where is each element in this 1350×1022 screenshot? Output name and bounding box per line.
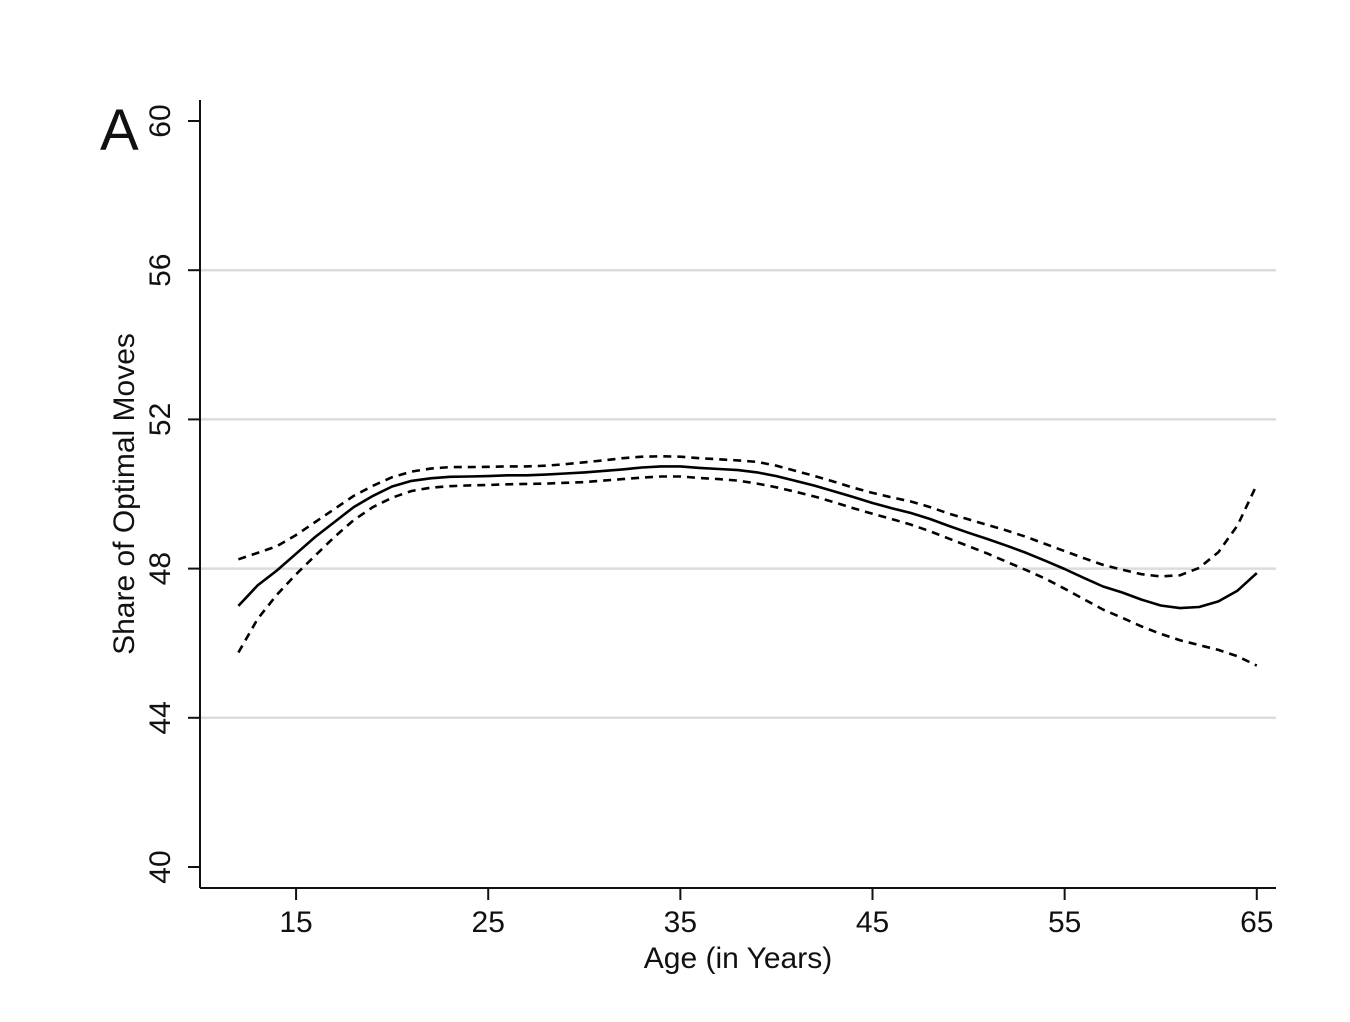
series-lines [237, 454, 1258, 667]
gridlines [200, 268, 1276, 720]
panel-label: A [100, 98, 139, 163]
y-tick-label: 60 [144, 104, 177, 137]
x-axis-title: Age (in Years) [644, 942, 832, 975]
estimate-line [237, 465, 1258, 610]
x-tick-label: 45 [856, 906, 889, 939]
y-axis-title: Share of Optimal Moves [108, 333, 141, 655]
y-tick-label: 44 [144, 701, 177, 734]
x-tick-label: 35 [664, 906, 697, 939]
x-tick-label: 55 [1048, 906, 1081, 939]
x-tick-label: 15 [279, 906, 312, 939]
y-tick-label: 56 [144, 254, 177, 287]
labels: A Age (in Years) Share of Optimal Moves [100, 98, 832, 975]
confidence-band-line [237, 475, 1258, 667]
confidence-band-line [237, 454, 1258, 578]
y-tick-label: 40 [144, 850, 177, 883]
x-tick-label: 25 [472, 906, 505, 939]
y-tick-label: 48 [144, 552, 177, 585]
x-tick-label: 65 [1240, 906, 1273, 939]
y-tick-label: 52 [144, 403, 177, 436]
axes: 40 44 48 52 56 60 15 25 35 45 55 65 [144, 100, 1276, 939]
